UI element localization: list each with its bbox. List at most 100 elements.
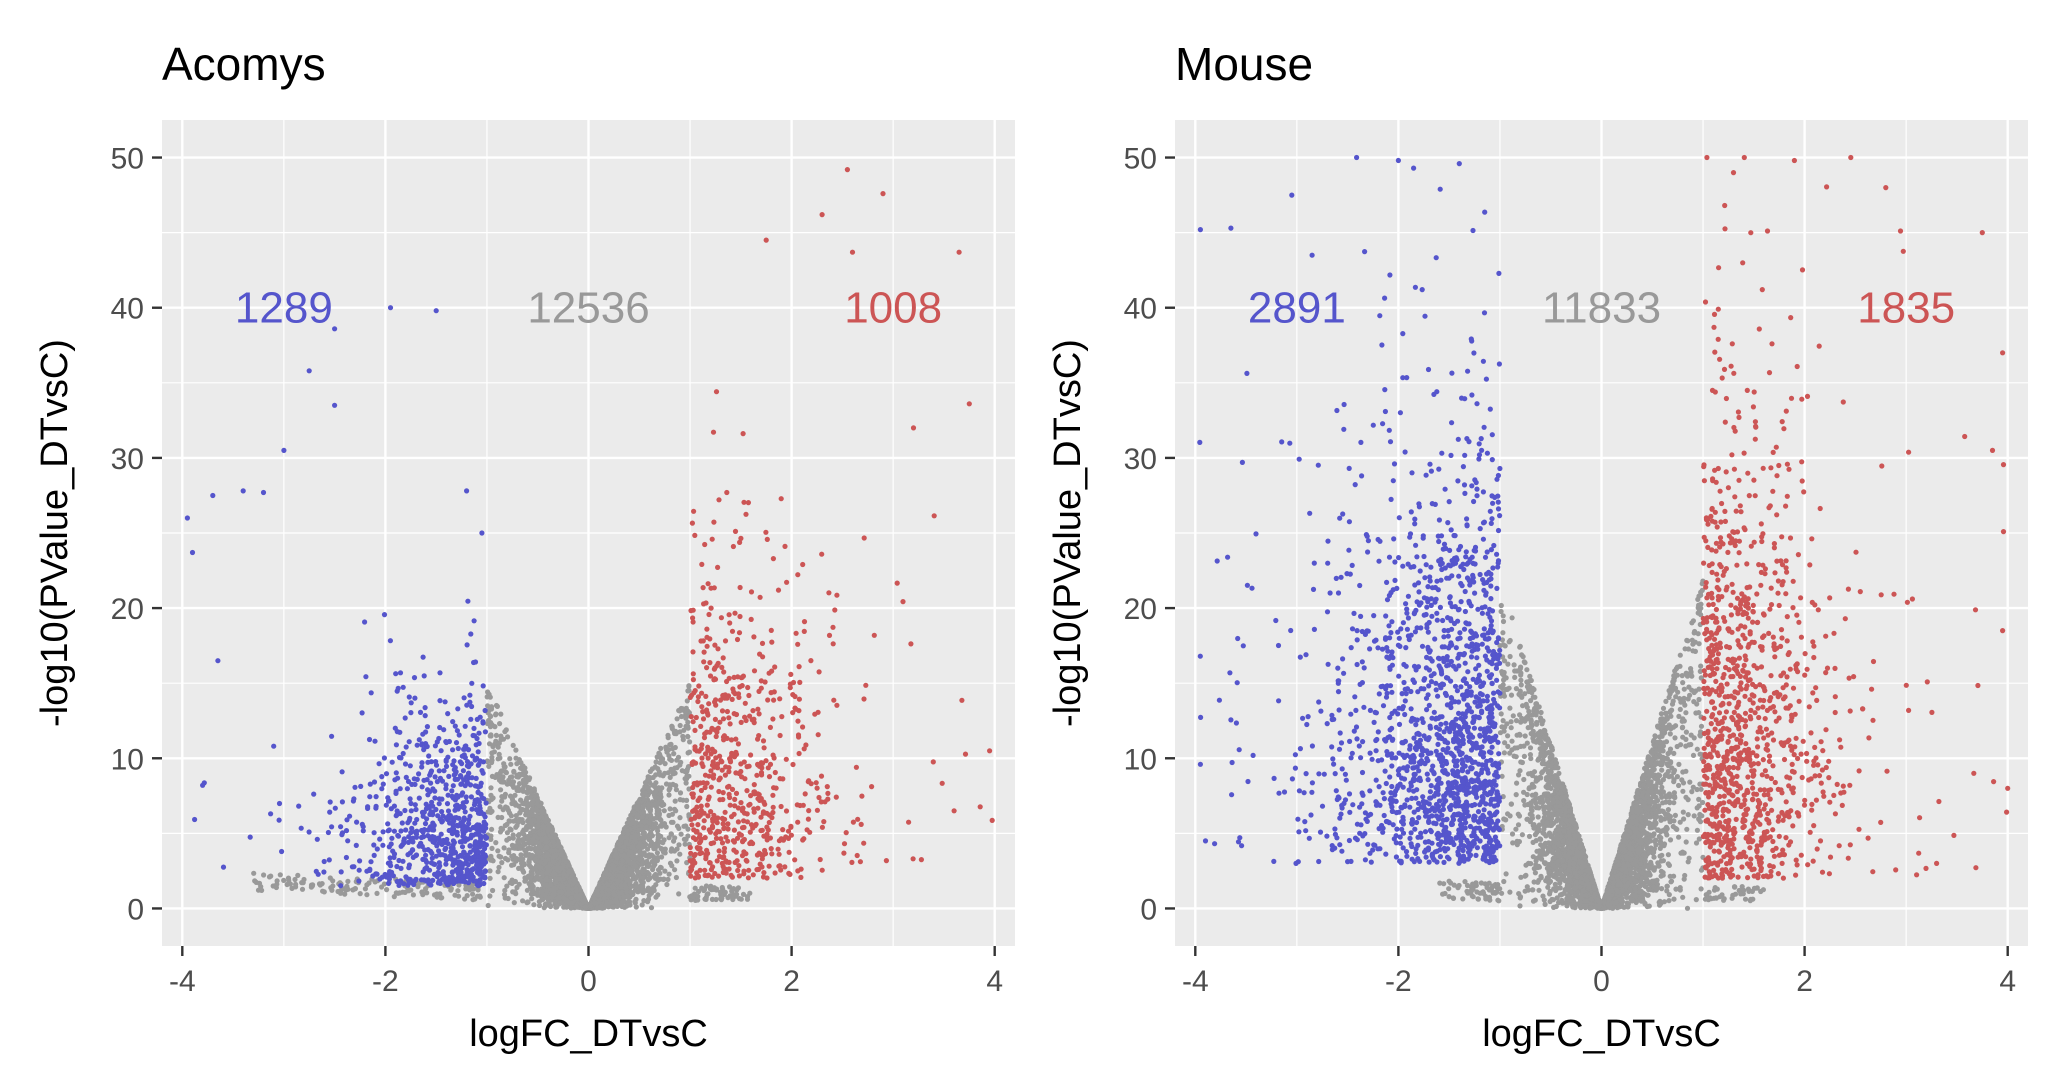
down-point <box>339 769 345 775</box>
ns-point <box>522 801 528 807</box>
ns-point <box>513 747 519 753</box>
down-point <box>478 864 484 870</box>
ns-point <box>634 868 640 874</box>
ns-point <box>738 896 744 902</box>
down-point <box>450 862 456 868</box>
down-point <box>425 833 431 839</box>
down-point <box>468 794 474 800</box>
ns-point <box>489 826 495 832</box>
down-point <box>338 869 344 875</box>
down-point <box>441 768 447 774</box>
ns-point <box>251 870 257 876</box>
ns-point <box>512 792 518 798</box>
down-point <box>426 753 432 759</box>
ns-point <box>486 763 492 770</box>
ns-point <box>686 749 693 755</box>
down-point <box>388 841 394 847</box>
ns-point <box>520 763 526 769</box>
down-point <box>356 878 362 884</box>
ns-point <box>273 884 279 891</box>
down-point <box>422 705 428 711</box>
ns-point <box>684 803 690 810</box>
down-point <box>449 830 455 837</box>
ns-point <box>637 856 643 862</box>
ns-point <box>591 896 597 902</box>
down-point <box>326 857 332 863</box>
ns-point <box>661 821 668 827</box>
ns-point <box>695 893 701 900</box>
down-point <box>443 739 449 745</box>
down-point <box>425 792 431 798</box>
ns-point <box>499 814 505 821</box>
ns-point <box>669 847 675 853</box>
down-point <box>482 868 488 874</box>
down-point <box>381 755 387 761</box>
down-point <box>452 765 458 771</box>
ns-point <box>609 875 615 881</box>
ns-point <box>434 891 440 897</box>
ns-point <box>530 887 536 894</box>
down-point <box>351 796 357 802</box>
ns-point <box>571 877 577 883</box>
down-point <box>452 807 458 813</box>
ns-point <box>682 841 688 847</box>
ns-point <box>673 731 679 737</box>
down-point <box>422 847 428 853</box>
ns-point <box>501 892 508 898</box>
ns-point <box>321 889 327 895</box>
down-point <box>345 838 351 844</box>
ns-point <box>677 790 684 796</box>
down-point <box>311 791 317 797</box>
ns-point <box>657 751 663 757</box>
ns-point <box>524 795 530 801</box>
ns-point <box>330 883 336 889</box>
down-point <box>404 786 410 792</box>
ns-point <box>504 830 510 836</box>
ns-point <box>274 878 280 884</box>
down-point <box>443 861 449 867</box>
down-point <box>480 770 486 776</box>
ns-point <box>652 801 659 807</box>
ns-point <box>659 758 665 764</box>
ns-point <box>676 891 682 897</box>
ns-point <box>532 857 538 863</box>
down-point <box>367 781 373 787</box>
down-point <box>411 776 417 782</box>
ns-point <box>602 870 609 876</box>
down-point <box>466 821 472 827</box>
ns-point <box>604 881 611 888</box>
down-point <box>477 805 483 811</box>
ns-point <box>659 802 665 809</box>
down-point <box>480 759 486 765</box>
down-point <box>428 768 435 774</box>
ns-point <box>510 889 516 895</box>
down-point <box>395 775 401 781</box>
ns-point <box>595 892 601 898</box>
down-point <box>447 820 453 826</box>
down-point <box>368 690 374 696</box>
down-point <box>471 725 477 732</box>
ns-point <box>727 884 733 890</box>
ns-point <box>499 798 505 804</box>
ns-point <box>647 768 654 775</box>
ns-point <box>301 876 307 883</box>
down-point <box>405 778 412 785</box>
down-point <box>416 737 422 743</box>
down-point <box>393 742 399 748</box>
down-point <box>371 842 377 848</box>
ns-point <box>489 808 495 814</box>
down-point <box>367 794 373 800</box>
down-point <box>450 783 456 789</box>
ns-point <box>641 796 647 802</box>
down-point <box>298 825 304 831</box>
down-point <box>474 862 480 868</box>
down-point <box>458 804 464 810</box>
down-point <box>461 695 467 701</box>
down-point <box>363 674 369 680</box>
ns-point <box>547 878 553 884</box>
ns-point <box>508 761 514 767</box>
ns-point <box>646 852 652 858</box>
ns-point <box>495 869 501 875</box>
down-point <box>461 815 467 821</box>
ns-point <box>645 801 651 807</box>
